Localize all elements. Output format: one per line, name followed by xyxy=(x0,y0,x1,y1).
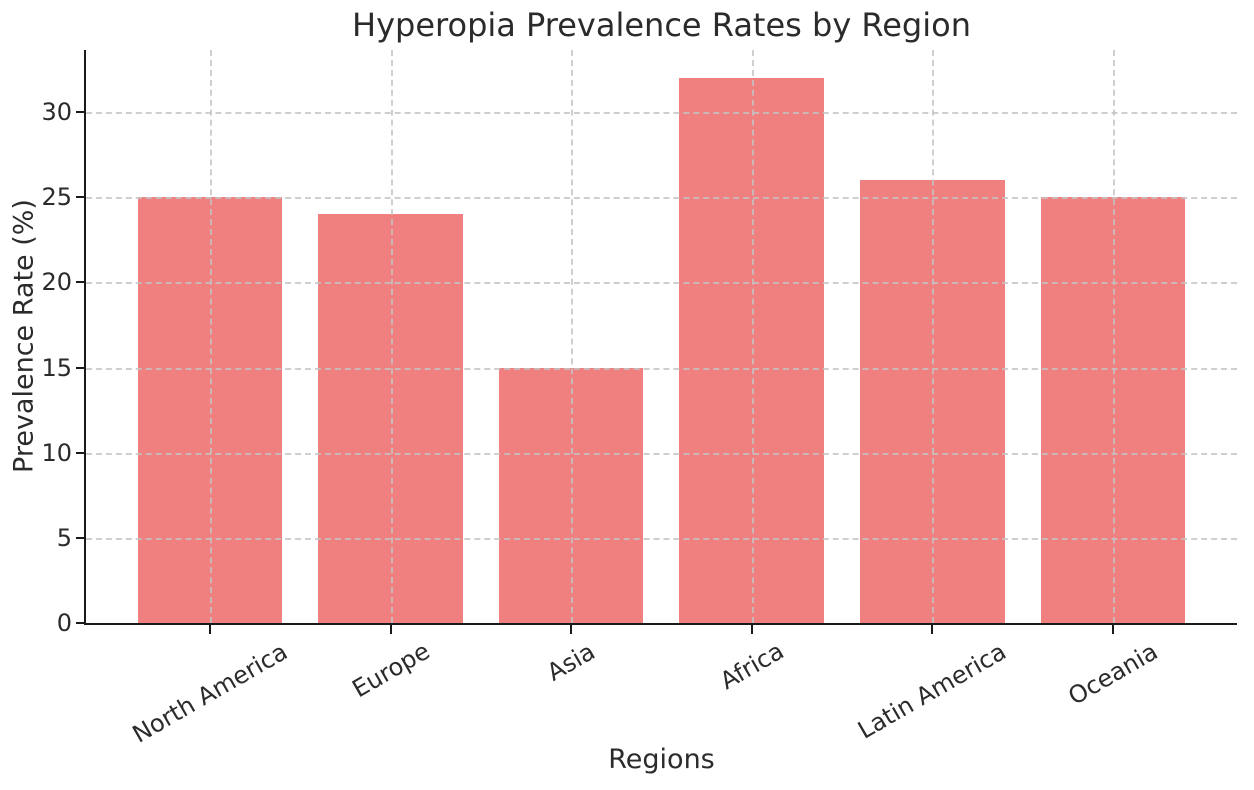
y-tick-label: 15 xyxy=(41,353,72,382)
y-tick-mark xyxy=(76,366,84,369)
h-gridline xyxy=(86,282,1237,285)
y-tick-mark xyxy=(76,281,84,284)
h-gridline xyxy=(86,197,1237,200)
v-gridline xyxy=(571,50,574,623)
v-gridline xyxy=(1112,50,1115,623)
x-tick-mark xyxy=(208,625,211,634)
h-gridline xyxy=(86,112,1237,115)
bar-oceania xyxy=(1040,197,1186,623)
x-tick-label: Latin America xyxy=(853,636,1012,745)
y-tick-label: 5 xyxy=(56,523,72,552)
v-gridline xyxy=(751,50,754,623)
h-gridline xyxy=(86,452,1237,455)
x-axis-spine xyxy=(84,623,1237,625)
y-tick-label: 0 xyxy=(56,609,72,637)
h-gridline xyxy=(86,537,1237,540)
x-tick-mark xyxy=(389,625,392,634)
x-tick-label: Africa xyxy=(715,636,789,696)
y-tick-mark xyxy=(76,536,84,539)
x-tick-label: Oceania xyxy=(1063,636,1163,711)
y-tick-label: 25 xyxy=(41,183,72,212)
y-tick-label: 20 xyxy=(41,268,72,297)
x-axis-label: Regions xyxy=(608,744,715,775)
y-tick-mark xyxy=(76,111,84,114)
v-gridline xyxy=(932,50,935,623)
v-gridline xyxy=(209,50,212,623)
bar-north-america xyxy=(137,197,283,623)
y-tick-label: 30 xyxy=(41,98,72,127)
x-tick-label: North America xyxy=(127,637,293,749)
x-tick-mark xyxy=(931,625,934,634)
x-tick-label: Europe xyxy=(346,636,435,704)
v-gridline xyxy=(390,50,393,623)
bar-latin-america xyxy=(860,180,1005,623)
chart-title: Hyperopia Prevalence Rates by Region xyxy=(352,6,971,44)
x-tick-label: Asia xyxy=(542,636,600,687)
x-tick-mark xyxy=(570,625,573,634)
y-axis-spine xyxy=(84,50,86,625)
y-tick-mark xyxy=(76,622,84,624)
y-tick-mark xyxy=(76,451,84,454)
y-tick-label: 10 xyxy=(41,438,72,467)
x-tick-mark xyxy=(750,625,753,634)
x-tick-mark xyxy=(1111,625,1114,634)
h-gridline xyxy=(86,367,1237,370)
y-tick-mark xyxy=(76,196,84,199)
